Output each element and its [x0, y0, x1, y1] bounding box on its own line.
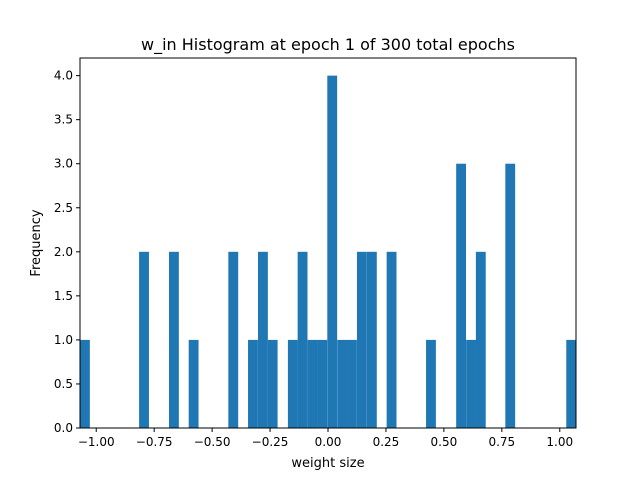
- histogram-bars: [80, 75, 577, 429]
- y-tick-label: 1.0: [54, 333, 73, 347]
- x-tick-label: −0.25: [252, 435, 289, 449]
- y-tick-label: 3.5: [54, 113, 73, 127]
- x-axis-label: weight size: [291, 456, 364, 471]
- histogram-bar-20: [456, 163, 467, 428]
- histogram-bar-9: [287, 339, 298, 428]
- histogram-bar-5: [228, 251, 239, 428]
- y-tick-label: 0.5: [54, 377, 73, 391]
- histogram-bar-18: [386, 251, 397, 428]
- y-tick-label: 2.0: [54, 245, 73, 259]
- histogram-bar-6: [248, 339, 258, 428]
- histogram-bar-19: [426, 339, 436, 428]
- histogram-bar-7: [258, 251, 268, 428]
- x-tick-label: 0.50: [431, 435, 458, 449]
- x-tick-label: 0.00: [315, 435, 342, 449]
- histogram-bar-2: [139, 251, 149, 428]
- y-axis-label: Frequency: [29, 209, 44, 276]
- histogram-bar-22: [475, 251, 486, 428]
- y-tick-label: 4.0: [54, 69, 73, 83]
- y-tick-label: 3.0: [54, 157, 73, 171]
- x-axis-ticks: −1.00 −0.75 −0.50 −0.25 0.00 0.25 0.50 0.75 1.00: [78, 428, 573, 449]
- histogram-bar-17: [366, 251, 377, 428]
- y-tick-label: 0.0: [54, 421, 73, 435]
- histogram-bar-13: [327, 75, 338, 429]
- y-tick-label: 1.5: [54, 289, 73, 303]
- x-tick-label: 1.00: [546, 435, 573, 449]
- x-tick-label: −0.75: [136, 435, 173, 449]
- histogram-bar-24: [566, 339, 577, 428]
- plot-frame: [79, 57, 577, 429]
- chart-title: w_in Histogram at epoch 1 of 300 total e…: [141, 35, 515, 55]
- histogram-bar-21: [466, 339, 476, 428]
- histogram-bar-16: [356, 251, 367, 428]
- histogram-bar-11: [307, 339, 318, 428]
- histogram-bar-12: [317, 339, 328, 428]
- x-tick-label: 0.25: [373, 435, 400, 449]
- histogram-bar-3: [169, 251, 179, 428]
- histogram-bar-4: [188, 339, 199, 428]
- histogram-bar-15: [347, 339, 357, 428]
- x-tick-label: 0.75: [488, 435, 515, 449]
- histogram-bar-14: [337, 339, 348, 428]
- histogram-bar-10: [297, 251, 308, 428]
- x-tick-label: −0.50: [194, 435, 231, 449]
- x-tick-label: −1.00: [78, 435, 115, 449]
- y-tick-label: 2.5: [54, 201, 73, 215]
- histogram-bar-23: [505, 163, 516, 428]
- histogram-bar-1: [80, 339, 90, 428]
- histogram-bar-8: [267, 339, 278, 428]
- y-axis-ticks: 0.0 0.5 1.0 1.5 2.0 2.5 3.0 3.5 4.0: [54, 69, 80, 435]
